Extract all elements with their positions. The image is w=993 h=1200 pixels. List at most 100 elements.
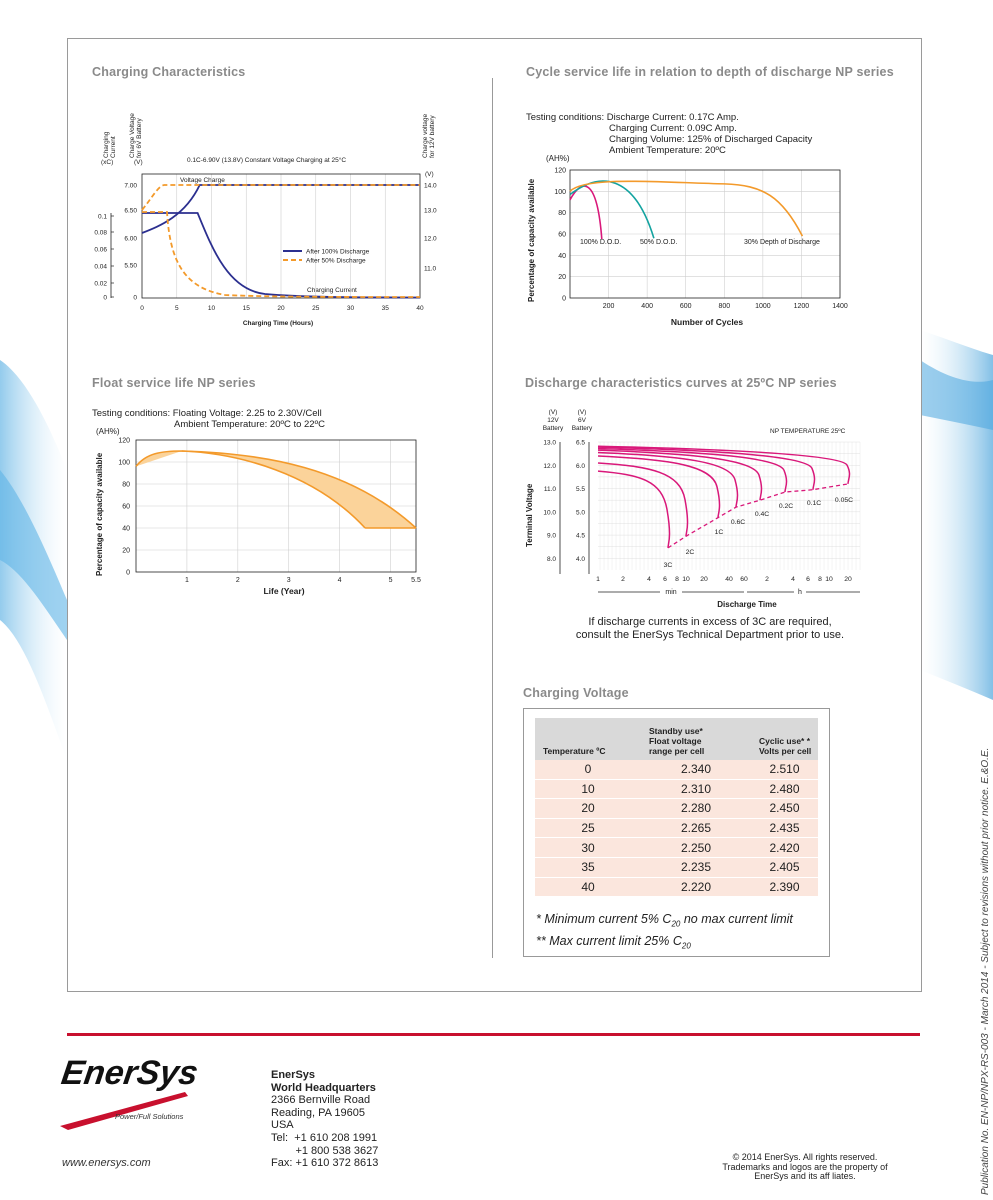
discharge-note: If discharge currents in excess of 3C ar…: [545, 616, 875, 641]
cell-float-voltage: 2.265: [641, 818, 751, 839]
publication-number: Publication No. EN-NP/NPX-RS-003 - March…: [980, 747, 991, 1195]
v12-tick-label: 9.0: [547, 533, 556, 540]
axis-current-label-1: Charging: [103, 131, 110, 158]
v12-tick-label: 13.0: [543, 440, 556, 447]
unit-voltage-left: (V): [134, 159, 143, 166]
y-tick-label: 100: [118, 460, 130, 467]
x-tick-label: 25: [312, 305, 320, 312]
x-tick-label: 1400: [832, 303, 848, 310]
footnote-2: ** Max current limit 25% C20: [536, 933, 691, 951]
float-life-title: Float service life NP series: [92, 376, 256, 390]
x-tick-label: 15: [243, 305, 251, 312]
current-tick-label: 0: [103, 295, 107, 302]
hq-address: EnerSys World Headquarters 2366 Bernvill…: [271, 1069, 378, 1170]
float-ylabel: Percentage of capacity available: [95, 452, 104, 576]
rate-label: 1C: [715, 529, 724, 536]
current-tick-label: 0.06: [94, 247, 107, 254]
unit-voltage-right: (V): [425, 171, 434, 178]
cycle-ylabel: Percentage of capacity available: [527, 178, 536, 302]
current-tick-label: 0.04: [94, 264, 107, 271]
current-tick-label: 0.1: [98, 214, 107, 221]
x-tick-label: 4: [338, 577, 342, 584]
x-tick-label: 20: [700, 576, 708, 583]
cell-temperature: 0: [535, 760, 641, 780]
axis-12v-label-2: for 12V battery: [429, 115, 436, 158]
cell-cyclic-voltage: 2.420: [751, 837, 818, 858]
current-tick-label: 0.08: [94, 230, 107, 237]
discharge-grid: 13.0 12.0 11.0 10.0 9.0 8.0 6.5 6.0 5.5 5.0 4.5 4.0…: [543, 440, 861, 596]
cell-temperature: 25: [535, 818, 641, 839]
cell-cyclic-voltage: 2.405: [751, 857, 818, 878]
cycle-life-chart: (AH%) Percentage of capacity available 1…: [527, 154, 848, 327]
float-unit: (AH%): [96, 427, 120, 436]
cycle-curves: [569, 180, 804, 240]
cycle-unit: (AH%): [546, 154, 570, 163]
voltage-6v-tick-label: 6.00: [124, 236, 137, 243]
x-tick-label: 10: [208, 305, 216, 312]
table-body: 0 2.340 2.510 10 2.310 2.480 20 2.280 2.450 25 2.2…: [535, 760, 818, 898]
cycle-test-line-4: Ambient Temperature: 20ºC: [609, 145, 726, 156]
logo-swoosh: [60, 1092, 188, 1130]
label-voltage-charge: Voltage Charge: [180, 177, 225, 184]
cycle-test-line-3: Charging Volume: 125% of Discharged Capa…: [609, 134, 813, 145]
hq-label: World Headquarters: [271, 1081, 376, 1094]
x-tick-label: 1: [185, 577, 189, 584]
x-tick-label: 4: [791, 576, 795, 583]
v12-tick-label: 12.0: [543, 463, 556, 470]
cell-cyclic-voltage: 2.390: [751, 877, 818, 898]
cell-cyclic-voltage: 2.450: [751, 798, 818, 819]
v6-tick-label: 4.0: [576, 556, 585, 563]
y-tick-label: 40: [122, 526, 130, 533]
y-tick-label: 40: [558, 253, 566, 260]
cell-float-voltage: 2.340: [641, 760, 751, 780]
end-voltage-line: [667, 483, 849, 549]
x-tick-label: 35: [382, 305, 390, 312]
copyright-notice: © 2014 EnerSys. All rights reserved. Tra…: [690, 1152, 920, 1182]
cell-float-voltage: 2.280: [641, 798, 751, 819]
address-line-2: Reading, PA 19605: [271, 1106, 365, 1119]
address-line-3: USA: [271, 1119, 294, 1132]
label-30-dod: 30% Depth of Discharge: [744, 239, 820, 246]
axis-current-label-2: Current: [110, 136, 117, 158]
v6-tick-label: 5.0: [576, 509, 585, 516]
th-temperature: Temperature ºC: [535, 718, 641, 760]
curve-100-dod: [569, 185, 603, 240]
cycle-xlabel: Number of Cycles: [671, 317, 744, 327]
curve-0-2c: [597, 447, 788, 493]
legend-100-discharge: After 100% Discharge: [306, 249, 370, 256]
curve-0-6c: [597, 451, 739, 508]
cell-float-voltage: 2.220: [641, 877, 751, 898]
website-link[interactable]: www.enersys.com: [62, 1157, 151, 1169]
table-row: 25 2.265 2.435: [535, 818, 818, 839]
table-header-row: Temperature ºC Standby use* Float voltage…: [535, 718, 818, 760]
table-row: 40 2.220 2.390: [535, 877, 818, 898]
col-12v-unit: (V): [549, 409, 558, 416]
charging-voltage-title: Charging Voltage: [523, 686, 629, 700]
th-cyclic: Cyclic use* * Volts per cell: [751, 718, 818, 760]
plot-border: [135, 439, 417, 573]
charging-header-note: 0.1C-6.90V (13.8V) Constant Voltage Char…: [187, 156, 346, 164]
discharge-rate-labels: 3C 2C 1C 0.6C 0.4C 0.2C 0.1C 0.05C: [664, 497, 854, 569]
x-tick-label: 3: [287, 577, 291, 584]
float-life-band: [136, 451, 416, 528]
table-footnotes: * Minimum current 5% C20 no max current …: [536, 911, 793, 954]
label-50-dod: 50% D.O.D.: [640, 239, 677, 246]
v6-tick-label: 6.5: [576, 440, 585, 447]
rate-label: 3C: [664, 562, 673, 569]
footnote-1: * Minimum current 5% C20 no max current …: [536, 912, 793, 929]
col-6v-battery: Battery: [572, 425, 593, 432]
discharge-note-line-1: If discharge currents in excess of 3C ar…: [588, 616, 832, 628]
y-tick-label: 0: [126, 570, 130, 577]
curve-50-dod: [569, 180, 655, 239]
voltage-12v-tick-label: 13.0: [424, 208, 437, 215]
label-charging-current: Charging Current: [307, 287, 357, 294]
x-tick-label: 60: [740, 576, 748, 583]
x-tick-label: 4: [647, 576, 651, 583]
cycle-test-line-2: Charging Current: 0.09C Amp.: [609, 123, 737, 134]
x-tick-label: 10: [825, 576, 833, 583]
charging-characteristics-chart: Charging Current Charge Voltage for 6V B…: [94, 113, 437, 327]
cell-cyclic-voltage: 2.435: [751, 818, 818, 839]
charging-voltage-box: Temperature ºC Standby use* Float voltage…: [523, 708, 830, 957]
unit-current: (xC): [101, 159, 113, 166]
